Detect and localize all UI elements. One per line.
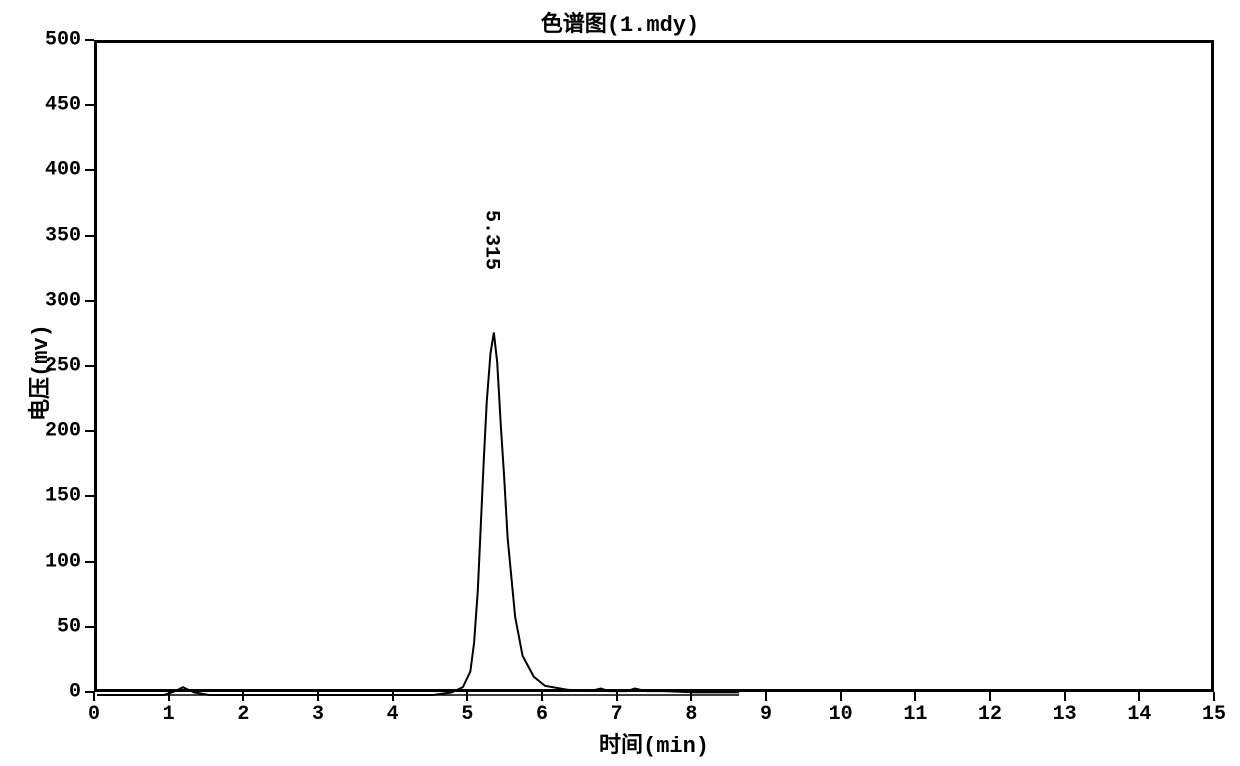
x-tick-label: 11 [903,703,927,726]
y-tick [85,300,94,302]
y-tick [85,495,94,497]
chart-title: 色谱图(1.mdy) [0,6,1240,38]
x-tick [690,692,692,701]
peak-label: 5.315 [479,210,502,270]
y-tick-label: 400 [45,159,81,182]
y-tick-label: 350 [45,224,81,247]
x-tick-label: 6 [536,703,548,726]
plot-area [94,40,1214,692]
x-tick-label: 8 [685,703,697,726]
x-tick [541,692,543,701]
y-tick-label: 150 [45,485,81,508]
y-tick [85,104,94,106]
y-tick [85,626,94,628]
x-tick-label: 9 [760,703,772,726]
x-tick-label: 15 [1202,703,1226,726]
y-tick-label: 50 [57,615,81,638]
y-tick-label: 250 [45,355,81,378]
x-tick [914,692,916,701]
y-tick-label: 500 [45,29,81,52]
y-tick-label: 300 [45,289,81,312]
x-tick-label: 2 [237,703,249,726]
x-tick-label: 12 [978,703,1002,726]
x-tick [765,692,767,701]
x-tick [616,692,618,701]
x-tick-label: 7 [611,703,623,726]
y-tick [85,235,94,237]
chart-line [97,43,1217,695]
x-tick [93,692,95,701]
y-tick-label: 200 [45,420,81,443]
x-tick-label: 10 [829,703,853,726]
y-tick [85,39,94,41]
y-tick [85,365,94,367]
x-tick [317,692,319,701]
x-tick [466,692,468,701]
y-tick-label: 450 [45,94,81,117]
y-tick-label: 100 [45,550,81,573]
y-tick [85,169,94,171]
x-tick [989,692,991,701]
x-tick [1213,692,1215,701]
x-tick [392,692,394,701]
trace-line [97,332,739,695]
chromatogram-chart: 色谱图(1.mdy) 电压(mv) 时间(min) 05010015020025… [0,0,1240,766]
x-tick-label: 13 [1053,703,1077,726]
x-tick-label: 14 [1127,703,1151,726]
x-tick-label: 3 [312,703,324,726]
x-tick-label: 4 [387,703,399,726]
x-axis-label: 时间(min) [599,727,709,759]
y-tick [85,561,94,563]
x-tick [840,692,842,701]
x-tick [1064,692,1066,701]
x-tick-label: 0 [88,703,100,726]
x-tick [168,692,170,701]
y-tick-label: 0 [69,681,81,704]
x-tick [242,692,244,701]
x-tick [1138,692,1140,701]
y-tick [85,430,94,432]
x-tick-label: 5 [461,703,473,726]
x-tick-label: 1 [163,703,175,726]
